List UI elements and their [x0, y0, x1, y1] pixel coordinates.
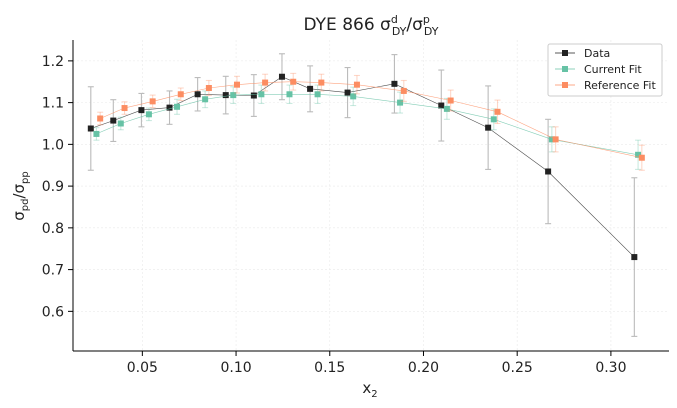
legend-label-data: Data — [584, 47, 610, 60]
series-line-current-fit — [96, 94, 639, 156]
data-point — [222, 92, 229, 99]
x-tick-label: 0.25 — [502, 360, 533, 376]
data-point — [117, 120, 124, 127]
x-axis-title: x2 — [362, 379, 377, 400]
data-point — [548, 136, 555, 143]
legend-frame — [547, 43, 663, 97]
data-point — [290, 78, 297, 85]
data-point — [485, 124, 492, 131]
data-point — [278, 73, 285, 80]
data-point — [545, 168, 552, 175]
data-point — [286, 91, 293, 98]
y-tick-label: 1.0 — [42, 137, 64, 153]
data-point — [149, 98, 156, 105]
data-point — [635, 151, 642, 158]
legend-marker-current-fit — [562, 66, 568, 72]
data-point — [87, 125, 94, 132]
data-point — [110, 117, 117, 124]
y-tick-label: 1.1 — [42, 96, 64, 112]
data-point — [202, 96, 209, 103]
data-point — [258, 91, 265, 98]
data-point — [177, 91, 184, 98]
x-tick-label: 0.05 — [127, 360, 158, 376]
data-point — [438, 102, 445, 109]
data-point — [174, 103, 181, 110]
y-axis-title: σpd/σpp — [10, 171, 31, 220]
data-point — [307, 85, 314, 92]
axes — [72, 40, 669, 352]
data-point — [631, 254, 638, 261]
data-point — [350, 93, 357, 100]
x-tick-label: 0.10 — [220, 360, 251, 376]
y-tick-label: 0.9 — [42, 179, 64, 195]
data-point — [138, 107, 145, 114]
x-tick-label: 0.15 — [314, 360, 345, 376]
legend: Data Current Fit Reference Fit — [547, 43, 663, 97]
data-point — [314, 91, 321, 98]
data-point — [353, 81, 360, 88]
data-point — [397, 99, 404, 106]
legend-label-current-fit: Current Fit — [584, 63, 642, 76]
data-point — [205, 85, 212, 92]
data-point — [344, 89, 351, 96]
legend-marker-reference-fit — [562, 82, 568, 88]
series-line-data — [90, 76, 635, 258]
x-ticks: 0.05 0.10 0.15 0.20 0.25 0.30 — [127, 351, 626, 376]
data-point — [194, 91, 201, 98]
data-point — [490, 116, 497, 123]
y-tick-label: 1.2 — [42, 54, 64, 70]
legend-entry-current-fit: Current Fit — [555, 63, 642, 76]
data-point — [391, 80, 398, 87]
series-reference-fit — [97, 72, 645, 171]
data-point — [166, 104, 173, 111]
data-point — [121, 105, 128, 112]
series-layer — [87, 53, 645, 337]
y-tick-label: 0.6 — [42, 304, 64, 320]
data-point — [230, 92, 237, 99]
y-tick-label: 0.8 — [42, 221, 64, 237]
data-point — [145, 111, 152, 118]
y-tick-label: 0.7 — [42, 263, 64, 279]
y-ticks: 0.6 0.7 0.8 0.9 1.0 1.1 1.2 — [42, 54, 73, 320]
data-point — [638, 154, 645, 161]
legend-marker-data — [562, 50, 568, 56]
data-point — [494, 108, 501, 115]
legend-entry-reference-fit: Reference Fit — [555, 79, 656, 92]
series-current-fit — [93, 84, 642, 170]
x-tick-label: 0.20 — [408, 360, 439, 376]
x-tick-label: 0.30 — [595, 360, 626, 376]
legend-label-reference-fit: Reference Fit — [584, 79, 656, 92]
legend-entry-data: Data — [555, 47, 610, 60]
data-point — [262, 79, 269, 86]
data-point — [318, 79, 325, 86]
data-point — [400, 87, 407, 94]
data-point — [250, 92, 257, 99]
data-point — [233, 81, 240, 88]
series-data — [87, 53, 638, 337]
data-point — [443, 105, 450, 112]
data-point — [447, 97, 454, 104]
data-point — [93, 130, 100, 137]
data-point — [97, 115, 104, 122]
data-point — [552, 136, 559, 143]
chart-title: DYE 866 σd DY/σp DY — [304, 13, 439, 38]
